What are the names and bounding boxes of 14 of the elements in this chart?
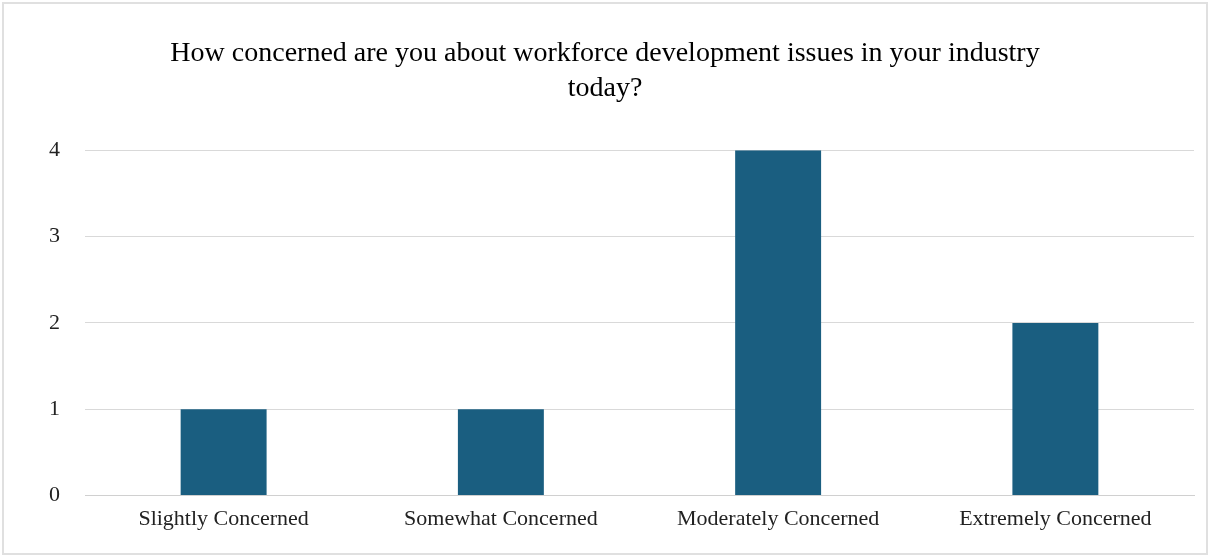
x-tick-label: Extremely Concerned bbox=[959, 504, 1152, 530]
y-tick-label: 3 bbox=[49, 222, 60, 248]
bar bbox=[457, 409, 544, 496]
x-tick-label: Slightly Concerned bbox=[138, 504, 309, 530]
chart-title: How concerned are you about workforce development issues in your industry today? bbox=[169, 35, 1041, 104]
x-tick-label: Somewhat Concerned bbox=[404, 504, 598, 530]
bar bbox=[735, 150, 822, 496]
bar bbox=[180, 409, 267, 496]
y-tick-label: 0 bbox=[49, 481, 60, 507]
x-tick-label: Moderately Concerned bbox=[677, 504, 880, 530]
y-tick-label: 1 bbox=[49, 395, 60, 421]
y-tick-label: 2 bbox=[49, 308, 60, 334]
bar bbox=[1012, 322, 1099, 496]
y-tick-label: 4 bbox=[49, 135, 60, 161]
